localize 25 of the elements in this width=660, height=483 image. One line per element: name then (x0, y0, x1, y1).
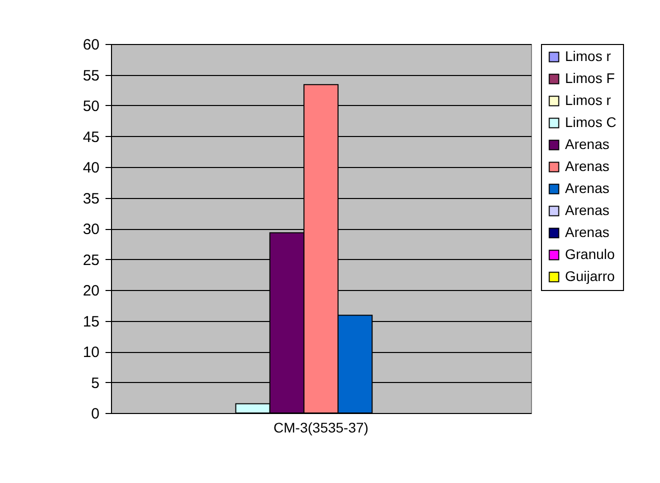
y-tick-label: 50 (82, 98, 100, 115)
y-tick-label: 55 (82, 67, 100, 84)
y-tick-label: 40 (82, 160, 100, 176)
y-tick-label: 25 (82, 252, 100, 269)
y-tick-label: 5 (91, 374, 100, 392)
y-tick-label: 30 (82, 221, 100, 238)
legend-label: Limos F (565, 70, 615, 86)
y-tick-label: 60 (82, 36, 100, 54)
legend-label: Arenas (565, 224, 610, 240)
y-tick-label: 20 (82, 282, 100, 300)
legend-label: Arenas (565, 136, 610, 152)
legend-label: Arenas (565, 180, 610, 196)
legend-label: Limos r (565, 48, 612, 64)
y-tick-label: 45 (82, 128, 100, 146)
y-tick-label: 35 (82, 190, 100, 208)
y-tick-label: 15 (82, 313, 100, 330)
y-tick-label: 0 (91, 406, 100, 422)
legend-label: Guijarro (565, 268, 616, 284)
legend-label: Limos r (565, 92, 612, 108)
legend-label: Arenas (565, 158, 610, 174)
legend-label: Limos C (565, 114, 616, 130)
x-tick-label: CM-3(3535-37) (274, 420, 368, 436)
legend-label: Arenas (565, 202, 610, 218)
y-tick-label: 10 (82, 344, 100, 361)
legend-label: Granulo (565, 246, 616, 262)
